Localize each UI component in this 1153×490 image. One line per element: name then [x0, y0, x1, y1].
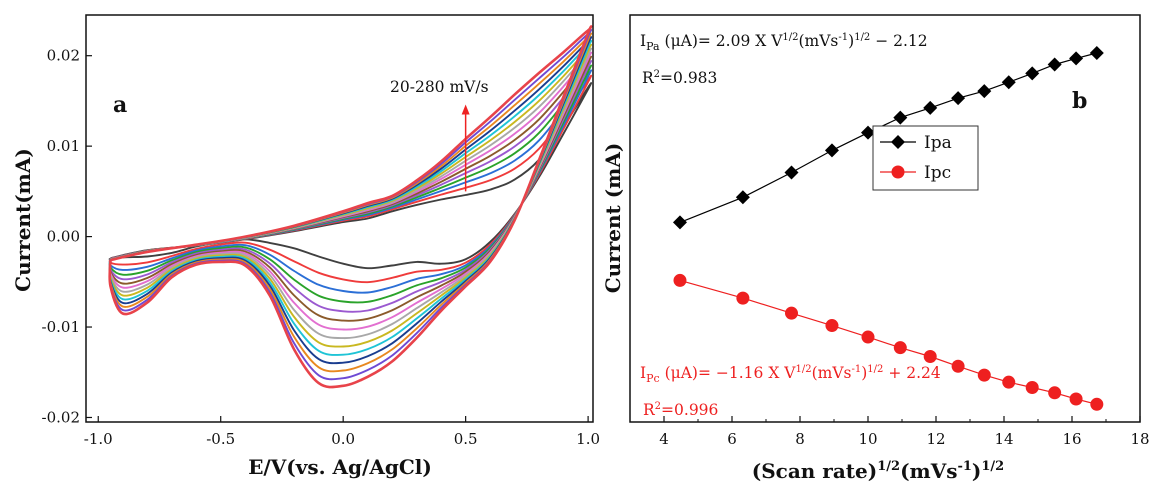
scan-rate-plot-frame	[629, 14, 1141, 423]
cv-y-tick-label: -0.01	[42, 318, 80, 336]
legend-ipa-marker	[891, 135, 905, 149]
cv-x-tick-label: -1.0	[84, 430, 113, 448]
cv-x-ticks: -1.0 -0.5 0.0 0.5 1.0	[84, 416, 600, 448]
scan-rate-label: 20-280 mV/s	[390, 78, 489, 96]
ipa-point	[824, 143, 839, 158]
ipa-point	[861, 125, 875, 140]
scan-rate-x-tick-label: 18	[1130, 430, 1149, 448]
ipa-point	[1047, 57, 1062, 72]
ipc-point	[951, 359, 965, 373]
ipa-point	[1025, 66, 1040, 81]
cv-y-tick-label: -0.02	[42, 408, 80, 426]
scan-rate-y-axis-title: Current (mA)	[601, 143, 625, 294]
scan-rate-panel: 4 6 8 10 12 14 16 18 IPa (μA)= 2.09 X V1/2(mVs-…	[601, 14, 1150, 483]
ipa-point	[784, 165, 799, 180]
ipa-point	[977, 84, 992, 99]
ipc-equation: IPc (μA)= −1.16 X V1/2(mVs-1)1/2 + 2.24	[640, 364, 941, 385]
cv-curve-260mV	[108, 29, 593, 381]
ipc-point	[736, 291, 750, 305]
legend-ipc-marker	[891, 165, 905, 179]
ipc-point	[1025, 380, 1039, 394]
cv-x-tick-label: 0.0	[331, 430, 355, 448]
ipa-point	[893, 110, 908, 125]
cv-curves	[108, 25, 593, 389]
scan-rate-arrow-head	[461, 104, 470, 115]
legend: Ipa Ipc	[872, 125, 979, 191]
scan-rate-x-ticks: 4 6 8 10 12 14 16 18	[659, 416, 1150, 448]
ipa-point	[672, 215, 687, 230]
ipa-point	[735, 190, 750, 205]
ipc-r2: R2=0.996	[643, 401, 718, 419]
cv-x-tick-label: 1.0	[576, 430, 600, 448]
scan-rate-x-tick-label: 10	[858, 430, 877, 448]
cv-y-axis-title: Current(mA)	[11, 148, 35, 292]
ipa-point	[923, 100, 938, 115]
scan-rate-x-tick-label: 8	[795, 430, 805, 448]
ipc-point	[977, 368, 991, 382]
ipc-point	[861, 330, 875, 344]
data-markers	[672, 46, 1104, 411]
ipc-point	[923, 350, 937, 364]
cv-y-tick-label: 0.01	[47, 137, 80, 155]
cv-y-ticks: -0.02 -0.01 0.00 0.01 0.02	[42, 47, 92, 426]
ipc-point	[673, 273, 687, 287]
cv-panel: 20-280 mV/s -1.0 -0.5 0.0 0.5 1.0 -0.02 -0.01…	[11, 14, 600, 479]
cv-plot-frame	[85, 14, 594, 423]
ipa-r2: R2=0.983	[642, 69, 717, 87]
legend-ipa-label: Ipa	[924, 133, 952, 153]
ipa-point	[1069, 51, 1084, 66]
scan-rate-x-tick-label: 16	[1062, 430, 1081, 448]
cv-curve-20mV	[108, 82, 593, 270]
ipc-point	[1090, 397, 1104, 411]
ipc-point	[1002, 375, 1016, 389]
ipa-equation: IPa (μA)= 2.09 X V1/2(mVs-1)1/2 − 2.12	[640, 32, 928, 53]
legend-ipc-label: Ipc	[924, 163, 951, 183]
scan-rate-x-tick-label: 14	[994, 430, 1013, 448]
ipa-point	[1089, 46, 1104, 61]
cv-curve-100mV	[108, 60, 593, 313]
scan-rate-annotation: 20-280 mV/s	[390, 78, 489, 192]
cv-x-tick-label: 0.5	[454, 430, 478, 448]
ipc-point	[825, 319, 839, 333]
cv-curve-220mV	[108, 36, 593, 365]
panel-label-a: a	[113, 92, 127, 118]
cv-x-tick-label: -0.5	[206, 430, 235, 448]
ipc-point	[893, 341, 907, 355]
fit-lines	[679, 52, 1097, 405]
scan-rate-x-tick-label: 6	[727, 430, 737, 448]
cv-curve-200mV	[108, 39, 593, 356]
cv-y-tick-label: 0.02	[47, 47, 80, 65]
cv-curve-280mV	[108, 25, 593, 389]
cv-y-tick-label: 0.00	[47, 228, 80, 246]
ipc-point	[1069, 392, 1083, 406]
scan-rate-x-tick-label: 12	[926, 430, 945, 448]
scan-rate-x-axis-title: (Scan rate)1/2(mVs-1)1/2	[752, 459, 1004, 483]
ipa-point	[1001, 75, 1016, 90]
ipc-point	[785, 306, 798, 320]
cv-x-axis-title: E/V(vs. Ag/AgCl)	[248, 455, 432, 479]
ipa-point	[951, 91, 966, 106]
scan-rate-x-tick-label: 4	[659, 430, 669, 448]
ipc-point	[1048, 386, 1062, 400]
panel-label-b: b	[1072, 88, 1087, 114]
cv-curve-140mV	[108, 51, 593, 331]
legend-box	[872, 125, 979, 191]
